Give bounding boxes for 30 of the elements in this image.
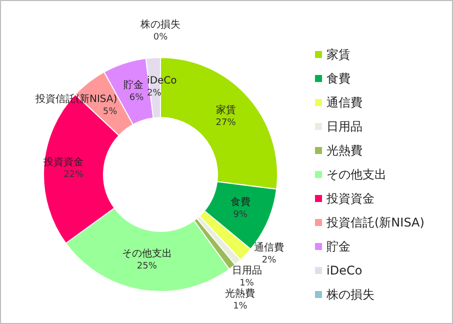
slice-label: 貯金 bbox=[124, 78, 144, 91]
data-label: 1% bbox=[233, 302, 248, 312]
legend-label: 家賃 bbox=[326, 48, 350, 62]
data-label: 22% bbox=[64, 170, 84, 180]
slice-label: 日用品 bbox=[232, 266, 262, 276]
legend-label: iDeCo bbox=[326, 264, 362, 278]
legend-label: 光熱費 bbox=[326, 144, 362, 158]
data-label: 6% bbox=[129, 92, 144, 103]
legend-label: 投資資金 bbox=[326, 192, 374, 206]
slice-label: 通信費 bbox=[254, 242, 284, 254]
slice-label: 食費 bbox=[230, 196, 250, 208]
text: 0% bbox=[153, 32, 168, 42]
legend-label: 食費 bbox=[326, 72, 350, 86]
legend-label: 日用品 bbox=[326, 120, 362, 134]
slice-label: その他支出 bbox=[122, 247, 172, 260]
legend-label: 通信費 bbox=[326, 96, 362, 110]
legend-label: その他支出 bbox=[326, 168, 386, 182]
data-label: 27% bbox=[216, 118, 236, 128]
data-label: 2% bbox=[262, 256, 277, 266]
data-label: 9% bbox=[233, 210, 248, 220]
slice-label: 家賃 bbox=[216, 104, 236, 116]
legend-label: 投資信託(新NISA) bbox=[326, 216, 424, 230]
data-label: 5% bbox=[102, 106, 118, 117]
data-label: 2% bbox=[147, 88, 162, 99]
data-label: 25% bbox=[136, 261, 158, 272]
data-label: 1% bbox=[240, 278, 254, 288]
legend-label: 貯金 bbox=[326, 240, 350, 254]
category-label: 株の損失 bbox=[140, 20, 180, 30]
slice-label: 光熱費 bbox=[225, 288, 256, 300]
legend-label: 株の損失 bbox=[326, 288, 374, 302]
